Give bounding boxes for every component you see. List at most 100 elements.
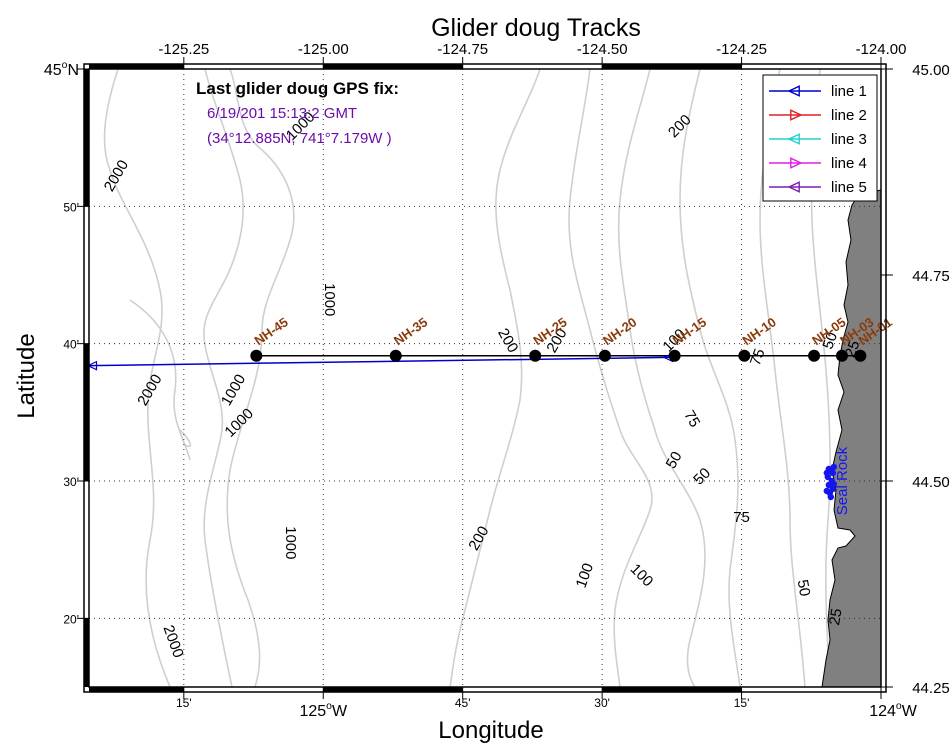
contour-label: 2000: [159, 623, 186, 660]
seal-rock-marker: [830, 480, 838, 488]
right-tick-label: 44.75: [912, 268, 950, 285]
right-tick-label: 45.00: [912, 62, 950, 79]
legend-swatch-marker: [787, 85, 800, 97]
contour-label: 50: [690, 465, 714, 489]
station-marker-nh-45: [250, 349, 263, 362]
legend-swatch-marker: [787, 181, 800, 193]
station-label-nh-45: NH-45: [251, 314, 290, 348]
station-marker-nh-05: [808, 349, 821, 362]
bottom-tick-label: 15': [734, 696, 750, 710]
seal-rock-marker: [829, 469, 837, 477]
bottom-tick-label: 124oW: [869, 701, 917, 720]
bathymetry-contours: [103, 68, 831, 688]
place-labels: Seal Rock: [823, 446, 851, 515]
seal-rock-marker: [825, 481, 833, 489]
right-tick-label: 44.50: [912, 474, 950, 491]
bathymetry-contour-3: [203, 68, 244, 688]
land-mass: [821, 189, 882, 688]
top-tick-label: -124.00: [856, 41, 907, 58]
top-tick-label: -124.75: [437, 41, 488, 58]
contour-label: 75: [747, 346, 769, 367]
top-tick-label: -124.25: [716, 41, 767, 58]
contour-label: 200: [465, 523, 492, 553]
frame-segment: [323, 64, 463, 69]
left-tick-label: 40': [63, 338, 79, 352]
left-tick-label: 30': [63, 475, 79, 489]
seal-rock-marker: [830, 463, 838, 471]
contour-label: 75: [680, 407, 703, 430]
frame-segment: [89, 687, 184, 692]
station-marker-nh-35: [389, 349, 402, 362]
seal-rock-marker: [827, 493, 835, 501]
contour-label: 50: [663, 449, 686, 472]
legend-swatch-marker: [790, 109, 803, 121]
legend: line 1 line 2 line 3 line 4 line 5: [762, 74, 878, 202]
frame-segment: [89, 64, 184, 69]
top-tick-label: -124.50: [577, 41, 628, 58]
track-start-marker: [86, 360, 98, 371]
contour-label: 100: [573, 561, 598, 590]
legend-label: line 5: [831, 179, 867, 196]
contour-label: 1000: [321, 283, 338, 316]
contour-label: 200: [665, 111, 695, 141]
legend-swatch-marker: [787, 133, 800, 145]
contour-label: 2000: [101, 157, 132, 194]
coastline-land: [821, 189, 882, 688]
station-label-nh-20: NH-20: [600, 314, 639, 348]
frame-segment: [84, 343, 89, 481]
contour-label: 25: [826, 607, 846, 626]
station-marker-nh-01: [854, 349, 867, 362]
gps-fix-time: 6/19/201 15:13:2 GMT: [207, 105, 357, 122]
contour-label: 75: [733, 509, 750, 526]
bathymetry-contour-4: [449, 68, 541, 688]
bottom-tick-label: 30': [594, 696, 610, 710]
bathymetry-contour-5: [617, 68, 706, 688]
seal-rock-marker: [823, 487, 831, 495]
contour-label: 2000: [134, 371, 165, 408]
station-marker-nh-15: [668, 349, 681, 362]
frame-segment: [84, 618, 89, 687]
contour-label: 1000: [282, 526, 299, 559]
contour-label: 50: [794, 578, 814, 597]
stations: NH-45 NH-35 NH-25 NH-20 NH-15 NH-10 NH-05NH-03…: [250, 314, 895, 362]
place-label-seal-rock: Seal Rock: [834, 446, 851, 515]
legend-label: line 1: [831, 83, 867, 100]
legend-box: [762, 74, 878, 202]
chart-title: Glider doug Tracks: [431, 14, 641, 42]
left-tick-label: 45oN: [44, 60, 79, 79]
station-marker-nh-25: [529, 349, 542, 362]
gps-fix-position: (34°12.885N, 741°7.179W ): [207, 130, 392, 147]
legend-label: line 2: [831, 107, 867, 124]
legend-swatch-marker: [790, 157, 803, 169]
glider-track-line: [88, 356, 670, 367]
axis-tick-labels: -125.25 -125.00 -124.75 -124.50 -124.25 -124.…: [44, 41, 950, 720]
bathymetry-contour-6: [679, 68, 741, 688]
station-marker-nh-10: [738, 349, 751, 362]
frame-segment: [602, 64, 742, 69]
frame-segment: [323, 687, 463, 692]
bottom-tick-label: 45': [455, 696, 471, 710]
frame-segment: [84, 69, 89, 207]
bottom-tick-label: 15': [176, 696, 192, 710]
inner-frame: [88, 68, 882, 688]
bathymetry-contour-2: [103, 68, 171, 688]
contour-label: 50: [819, 330, 841, 351]
station-marker-nh-03: [835, 349, 848, 362]
station-label-nh-10: NH-10: [739, 314, 778, 348]
station-label-nh-35: NH-35: [391, 314, 430, 348]
contour-label: 100: [627, 561, 657, 591]
seal-rock-marker: [823, 469, 831, 477]
bathymetry-contour-10: [129, 299, 191, 461]
map-frame-border: [77, 57, 893, 699]
frame-segment: [602, 687, 742, 692]
x-axis-label: Longitude: [438, 717, 543, 744]
left-tick-label: 20': [63, 612, 79, 626]
legend-label: line 3: [831, 131, 867, 148]
left-tick-label: 50': [63, 200, 79, 214]
right-tick-label: 44.25: [912, 680, 950, 697]
top-tick-label: -125.25: [158, 41, 209, 58]
bathymetry-contour-1: [226, 68, 295, 688]
map-grid: [89, 69, 881, 687]
bathymetry-contour-11: [179, 429, 192, 448]
